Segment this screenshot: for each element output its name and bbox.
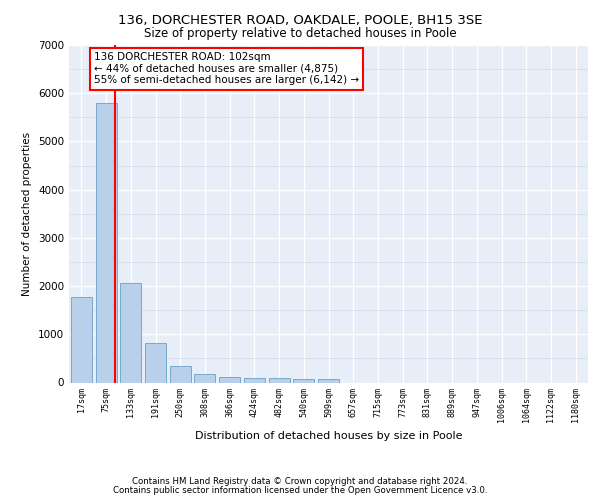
Text: Size of property relative to detached houses in Poole: Size of property relative to detached ho… — [143, 28, 457, 40]
Bar — [95, 103, 116, 382]
Bar — [244, 378, 265, 382]
Bar — [71, 296, 92, 382]
Bar — [145, 343, 166, 382]
Bar — [170, 366, 191, 382]
Bar — [293, 379, 314, 382]
Y-axis label: Number of detached properties: Number of detached properties — [22, 132, 32, 296]
Bar — [269, 378, 290, 382]
Bar — [318, 379, 339, 382]
Text: Contains public sector information licensed under the Open Government Licence v3: Contains public sector information licen… — [113, 486, 487, 495]
Bar — [120, 283, 141, 382]
Bar — [219, 377, 240, 382]
Text: 136, DORCHESTER ROAD, OAKDALE, POOLE, BH15 3SE: 136, DORCHESTER ROAD, OAKDALE, POOLE, BH… — [118, 14, 482, 27]
Bar — [194, 374, 215, 382]
Text: Contains HM Land Registry data © Crown copyright and database right 2024.: Contains HM Land Registry data © Crown c… — [132, 477, 468, 486]
Text: 136 DORCHESTER ROAD: 102sqm
← 44% of detached houses are smaller (4,875)
55% of : 136 DORCHESTER ROAD: 102sqm ← 44% of det… — [94, 52, 359, 86]
X-axis label: Distribution of detached houses by size in Poole: Distribution of detached houses by size … — [195, 430, 462, 440]
